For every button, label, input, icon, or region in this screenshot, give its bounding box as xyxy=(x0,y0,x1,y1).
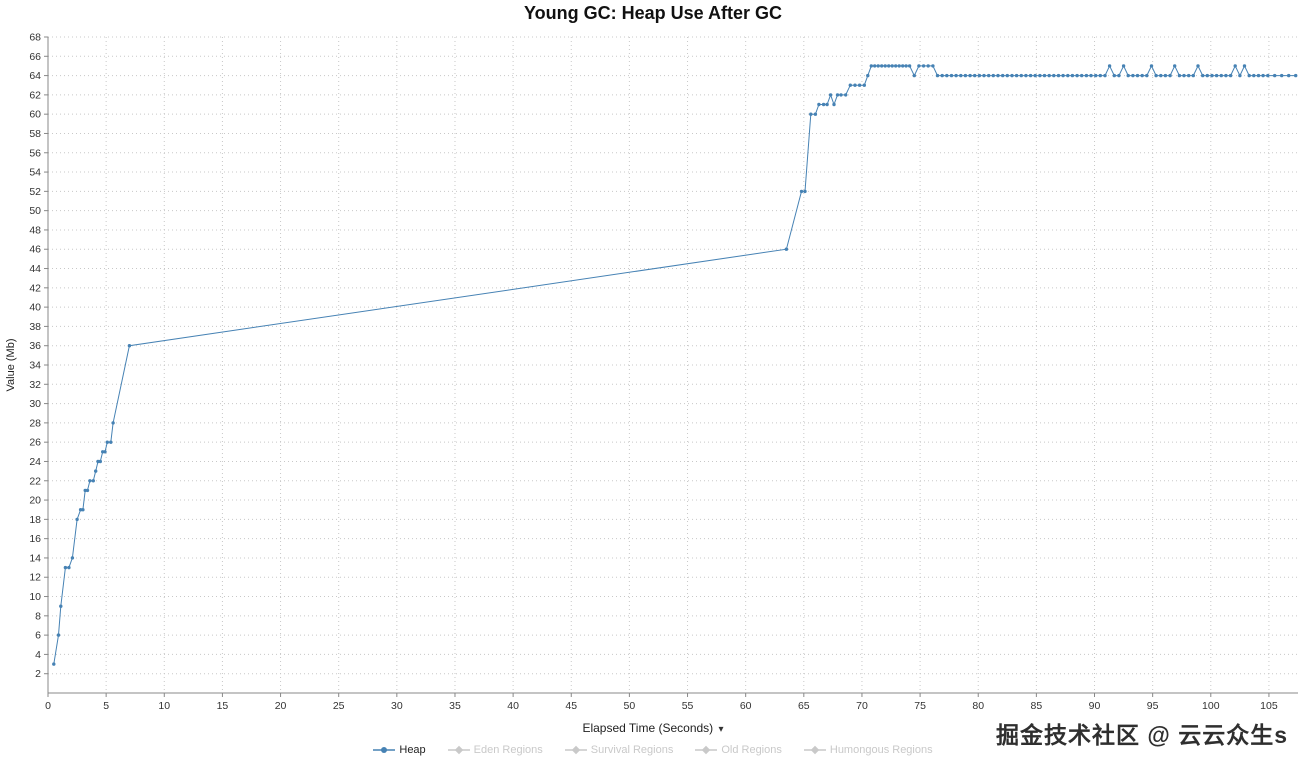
svg-text:34: 34 xyxy=(29,360,41,372)
svg-text:80: 80 xyxy=(972,700,984,712)
svg-text:15: 15 xyxy=(217,700,229,712)
legend-item-label: Heap xyxy=(399,744,426,756)
svg-text:30: 30 xyxy=(391,700,403,712)
svg-text:60: 60 xyxy=(740,700,752,712)
diamond-marker-icon xyxy=(564,745,587,755)
chart-title: Young GC: Heap Use After GC xyxy=(523,3,783,23)
svg-text:4: 4 xyxy=(35,649,41,661)
svg-text:20: 20 xyxy=(29,495,41,507)
legend-item-eden-regions[interactable]: Eden Regions xyxy=(447,744,543,756)
svg-text:40: 40 xyxy=(29,302,41,314)
legend-item-label: Eden Regions xyxy=(473,744,543,756)
diamond-marker-icon xyxy=(695,745,718,755)
svg-text:40: 40 xyxy=(507,700,519,712)
svg-text:50: 50 xyxy=(29,205,41,217)
svg-text:35: 35 xyxy=(449,700,461,712)
svg-text:0: 0 xyxy=(45,700,51,712)
svg-text:30: 30 xyxy=(29,398,41,410)
legend-item-label: Humongous Regions xyxy=(829,744,933,756)
svg-text:25: 25 xyxy=(333,700,345,712)
svg-text:56: 56 xyxy=(29,147,41,159)
legend-item-heap[interactable]: Heap xyxy=(373,744,426,756)
svg-text:70: 70 xyxy=(856,700,868,712)
svg-text:12: 12 xyxy=(29,572,41,584)
svg-text:45: 45 xyxy=(565,700,577,712)
svg-text:64: 64 xyxy=(29,70,41,82)
legend: Heap Eden Regions Survival Regions Old Regi… xyxy=(0,744,1306,756)
svg-text:50: 50 xyxy=(624,700,636,712)
svg-text:8: 8 xyxy=(35,610,41,622)
svg-text:Value (Mb): Value (Mb) xyxy=(5,339,17,392)
svg-text:28: 28 xyxy=(29,417,41,429)
svg-text:52: 52 xyxy=(29,186,41,198)
svg-text:42: 42 xyxy=(29,282,41,294)
legend-item-old-regions[interactable]: Old Regions xyxy=(695,744,782,756)
svg-text:6: 6 xyxy=(35,630,41,642)
svg-text:32: 32 xyxy=(29,379,41,391)
plot-area: 0 5 10 15 20 25 30 35 40 45 50 55 60 65 70 75 80 85 90 95 10… xyxy=(5,32,1298,712)
svg-text:20: 20 xyxy=(275,700,287,712)
svg-text:48: 48 xyxy=(29,224,41,236)
svg-text:44: 44 xyxy=(29,263,41,275)
svg-text:105: 105 xyxy=(1260,700,1278,712)
svg-text:90: 90 xyxy=(1089,700,1101,712)
svg-text:75: 75 xyxy=(914,700,926,712)
svg-text:62: 62 xyxy=(29,89,41,101)
svg-text:85: 85 xyxy=(1031,700,1043,712)
svg-text:95: 95 xyxy=(1147,700,1159,712)
x-axis-title-label: Elapsed Time (Seconds) xyxy=(582,721,714,735)
svg-text:22: 22 xyxy=(29,475,41,487)
svg-text:10: 10 xyxy=(29,591,41,603)
svg-text:26: 26 xyxy=(29,437,41,449)
svg-text:46: 46 xyxy=(29,244,41,256)
svg-text:10: 10 xyxy=(158,700,170,712)
svg-text:5: 5 xyxy=(103,700,109,712)
svg-text:16: 16 xyxy=(29,533,41,545)
legend-item-survival-regions[interactable]: Survival Regions xyxy=(564,744,674,756)
x-axis-title: Elapsed Time (Seconds) ▾ xyxy=(0,721,1306,735)
svg-text:2: 2 xyxy=(35,668,41,680)
svg-text:55: 55 xyxy=(682,700,694,712)
svg-text:38: 38 xyxy=(29,321,41,333)
svg-text:14: 14 xyxy=(29,552,41,564)
svg-text:24: 24 xyxy=(29,456,41,468)
legend-item-label: Old Regions xyxy=(721,744,782,756)
svg-text:58: 58 xyxy=(29,128,41,140)
legend-item-label: Survival Regions xyxy=(590,744,674,756)
diamond-marker-icon xyxy=(447,745,470,755)
svg-text:66: 66 xyxy=(29,51,41,63)
svg-text:100: 100 xyxy=(1202,700,1220,712)
circle-marker-icon xyxy=(373,747,396,753)
diamond-marker-icon xyxy=(803,745,826,755)
svg-text:68: 68 xyxy=(29,32,41,44)
x-axis-dropdown-caret[interactable]: ▾ xyxy=(718,724,724,735)
svg-text:65: 65 xyxy=(798,700,810,712)
svg-text:36: 36 xyxy=(29,340,41,352)
svg-text:18: 18 xyxy=(29,514,41,526)
legend-item-humongous-regions[interactable]: Humongous Regions xyxy=(803,744,933,756)
svg-text:54: 54 xyxy=(29,167,41,179)
svg-text:60: 60 xyxy=(29,109,41,121)
watermark: 掘金技术社区 @ 云云众生s xyxy=(996,722,1288,748)
